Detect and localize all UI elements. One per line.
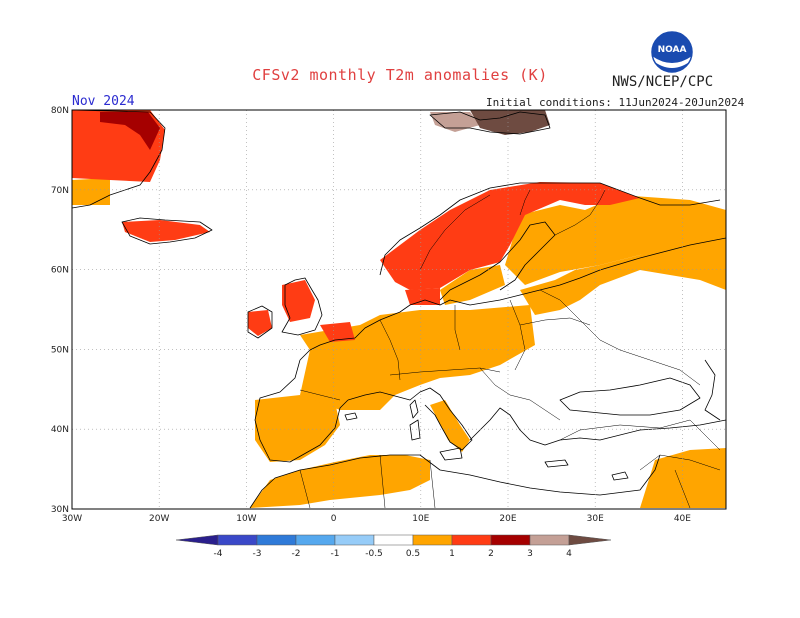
border-germany-poland [454, 305, 461, 351]
lon-tick-label: 0 [331, 514, 337, 524]
coastline-mediterranean-north [347, 387, 726, 451]
colorbar-cell [412, 534, 453, 546]
anomaly-orange-greenland-south [72, 178, 110, 205]
lat-tick-label: 60N [51, 266, 69, 276]
coastline-ireland [247, 305, 273, 339]
longitude-labels: 30W 20W 10W 0 10E 20E 30E 40E [62, 514, 691, 524]
anomaly-darkred-greenland [100, 112, 160, 150]
anomaly-orange-north-africa [250, 455, 430, 508]
coastline-black-sea [559, 377, 701, 416]
colorbar-cell [373, 534, 414, 546]
anomaly-red-ireland [248, 310, 272, 336]
colorbar-tick-label: 4 [566, 549, 572, 559]
border-north-africa [299, 454, 436, 509]
lon-tick-label: 20W [149, 514, 169, 524]
border-sweden-finland [519, 189, 531, 216]
colorbar-cell [451, 534, 492, 546]
coastline-caspian [704, 359, 721, 421]
coastline-crete [544, 459, 569, 468]
lon-tick-label: 40E [674, 514, 691, 524]
border-ukraine-russia [539, 289, 701, 386]
coastline-great-britain [281, 277, 323, 336]
lon-tick-label: 20E [499, 514, 516, 524]
logo-text: NOAA [658, 45, 687, 55]
border-middle-east [639, 454, 721, 509]
coastline-cyprus [611, 471, 629, 481]
lon-tick-label: 30E [587, 514, 604, 524]
coastline-scandinavia [379, 182, 721, 301]
colorbar-cell [490, 534, 531, 546]
lon-tick-label: 30W [62, 514, 82, 524]
coastline-svalbard [429, 111, 551, 135]
anomaly-orange-sweden-south [440, 265, 505, 305]
anomaly-orange-france-central [300, 305, 535, 410]
colorbar-tick-label: -2 [292, 549, 301, 559]
border-poland-east [509, 299, 526, 371]
anomaly-tan-svalbard [430, 112, 480, 132]
lon-tick-label: 10E [412, 514, 429, 524]
colorbar-cell [256, 534, 297, 546]
colorbar-tick-label: 2 [488, 549, 494, 559]
border-balkans [479, 367, 561, 421]
coastline-corsica-sardinia [409, 399, 421, 441]
coastline-balearic [344, 412, 358, 421]
anomaly-fill-layer [72, 110, 726, 508]
latitude-labels: 30N 40N 50N 60N 70N 80N [51, 106, 69, 515]
organization-label: NWS/NCEP/CPC [612, 74, 714, 90]
coastline-layer [72, 110, 726, 509]
coastline-iberia [254, 359, 349, 463]
country-borders-layer [299, 189, 721, 509]
colorbar-tick-label: -0.5 [365, 549, 383, 559]
lat-tick-label: 80N [51, 106, 69, 116]
colorbar-tick-label: 3 [527, 549, 533, 559]
anomaly-orange-finland [505, 195, 726, 285]
anomaly-orange-italy [430, 400, 470, 452]
colorbar-tick-label: 0.5 [406, 549, 420, 559]
anomaly-red-denmark [405, 288, 440, 305]
colorbar-extend-high [568, 534, 612, 546]
lon-tick-label: 10W [236, 514, 256, 524]
anomaly-red-iceland [122, 220, 210, 242]
coastline-greenland [72, 110, 166, 209]
colorbar-tick-label: -3 [253, 549, 262, 559]
border-finland-russia [554, 189, 606, 236]
colorbar [175, 534, 612, 546]
colorbar-cell [334, 534, 375, 546]
valid-month-label: Nov 2024 [72, 94, 135, 109]
colorbar-tick-label: 1 [449, 549, 455, 559]
initial-conditions-label: Initial conditions: 11Jun2024-20Jun2024 [486, 96, 745, 109]
noaa-logo: NOAA [651, 31, 693, 73]
coastline-iceland [121, 217, 213, 245]
border-belarus [519, 317, 591, 326]
lat-tick-label: 40N [51, 425, 69, 435]
colorbar-tick-label: -4 [214, 549, 223, 559]
lat-tick-label: 50N [51, 345, 69, 355]
lat-tick-label: 30N [51, 505, 69, 515]
lat-tick-label: 70N [51, 186, 69, 196]
colorbar-cell [217, 534, 258, 546]
anomaly-red-scandinavia [380, 182, 640, 290]
coastline-continent [299, 237, 726, 361]
anomaly-brown-svalbard [470, 110, 550, 135]
coastline-north-africa [249, 454, 661, 509]
chart-title: CFSv2 monthly T2m anomalies (K) [252, 66, 548, 84]
colorbar-cell [295, 534, 336, 546]
colorbar-cell [529, 534, 570, 546]
border-sweden-norway [419, 194, 491, 271]
map-frame [71, 109, 727, 510]
colorbar-extend-low [175, 534, 219, 546]
anomaly-red-channel [320, 322, 355, 342]
colorbar-tick-label: -1 [331, 549, 340, 559]
anomaly-orange-middle-east [640, 448, 726, 508]
border-alps [389, 367, 501, 376]
coastline-sicily [439, 447, 463, 461]
anomaly-red-great-britain [282, 280, 315, 322]
colorbar-labels: -4 -3 -2 -1 -0.5 0.5 1 2 3 4 [214, 549, 573, 559]
border-turkey [559, 419, 721, 451]
graticule [72, 110, 726, 509]
border-france-germany [379, 319, 401, 381]
